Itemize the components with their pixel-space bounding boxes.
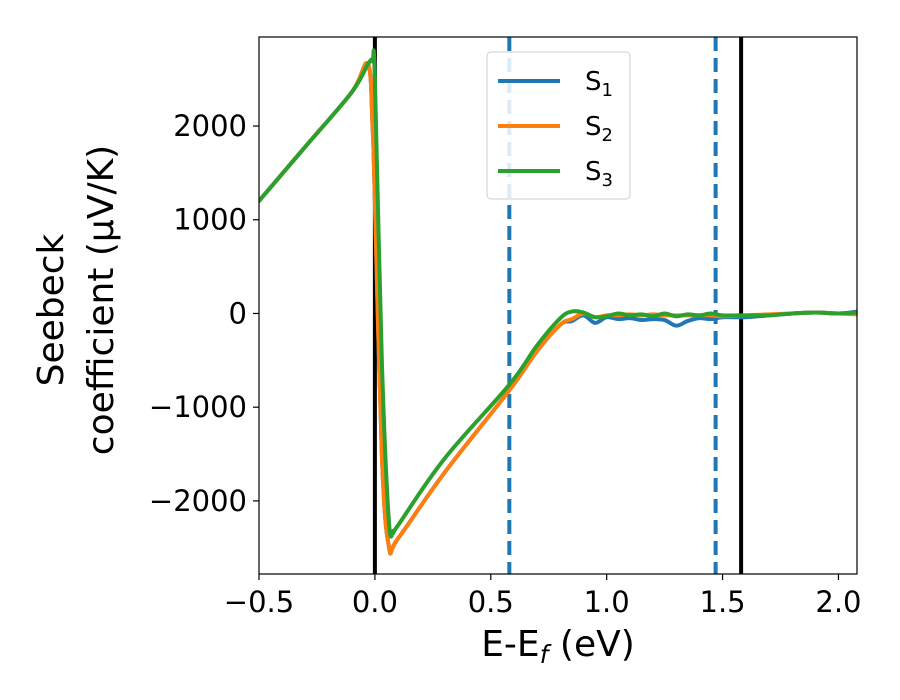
legend-label-s1: S1 bbox=[585, 67, 613, 101]
x-axis-label-main: E-E bbox=[481, 624, 539, 665]
x-tick-label: −0.5 bbox=[224, 585, 294, 619]
plot-frame bbox=[258, 36, 858, 575]
x-tick-label: 2.0 bbox=[815, 585, 861, 619]
legend: S1 S2 S3 bbox=[486, 51, 631, 200]
y-axis-label-line2: coefficient (μV/K) bbox=[81, 145, 122, 455]
y-tick-label: 0 bbox=[229, 296, 247, 330]
legend-label-s3: S3 bbox=[585, 157, 613, 191]
series-line-s3 bbox=[259, 48, 857, 539]
x-tick-label: 1.5 bbox=[700, 585, 746, 619]
y-axis-ticks: −2000 −1000 0 1000 2000 bbox=[149, 109, 259, 518]
y-axis-label-line1: Seebeck bbox=[31, 233, 72, 386]
x-axis-label-unit: (eV) bbox=[548, 624, 634, 665]
x-axis-ticks: −0.5 0.0 0.5 1.0 1.5 2.0 bbox=[224, 574, 862, 619]
y-axis-label: Seebeck coefficient (μV/K) bbox=[31, 145, 122, 455]
x-tick-label: 0.0 bbox=[352, 585, 398, 619]
y-tick-label: 1000 bbox=[173, 203, 247, 237]
x-tick-label: 1.0 bbox=[584, 585, 630, 619]
y-tick-label: −2000 bbox=[149, 484, 247, 518]
legend-label-s2: S2 bbox=[585, 112, 613, 146]
series-lines bbox=[259, 48, 857, 556]
x-axis-label: E-Ef (eV) bbox=[481, 624, 635, 669]
y-tick-label: −1000 bbox=[149, 390, 247, 424]
x-tick-label: 0.5 bbox=[468, 585, 514, 619]
y-tick-label: 2000 bbox=[173, 109, 247, 143]
